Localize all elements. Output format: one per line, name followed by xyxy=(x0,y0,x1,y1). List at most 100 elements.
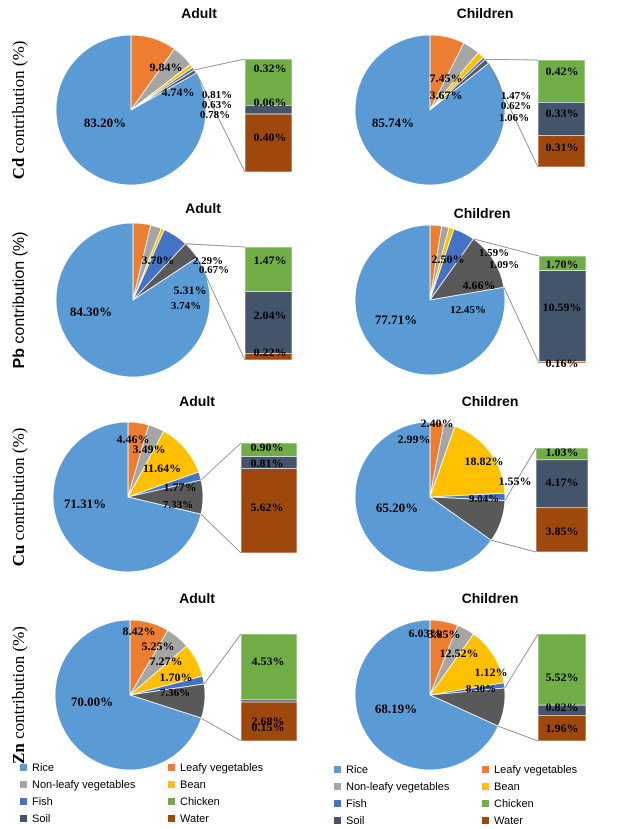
pie-slice-rice xyxy=(354,34,506,186)
panel-title: Adult xyxy=(181,5,217,21)
data-label-bean: 12.52% xyxy=(440,646,479,660)
data-label-soil: 0.82% xyxy=(546,700,579,714)
legend-swatch xyxy=(482,766,489,773)
data-label-rice: 71.31% xyxy=(64,496,106,511)
legend-item-bean: Bean xyxy=(482,781,520,793)
pie-slice-rice xyxy=(55,34,207,186)
legend-label: Chicken xyxy=(494,798,534,810)
legend-item-chicken: Chicken xyxy=(168,796,220,808)
data-label-soil: 0.81% xyxy=(251,456,284,470)
data-label-leafy-vegetables: 8.42% xyxy=(123,624,156,638)
data-label-water: 5.62% xyxy=(251,500,284,514)
data-label-bean: 1.09% xyxy=(489,259,519,271)
data-label-chicken: 1.70% xyxy=(546,257,579,271)
panel-title: Children xyxy=(462,393,519,409)
data-label-leafy-vegetables: 9.84% xyxy=(150,60,183,74)
data-label-rice: 68.19% xyxy=(375,701,417,716)
data-label-chicken: 0.42% xyxy=(546,64,579,78)
legend-label: Water xyxy=(180,813,209,825)
bar-segment-water xyxy=(535,507,589,553)
y-axis-label: Zn contribution (%) xyxy=(9,626,28,764)
legend-label: Bean xyxy=(494,781,520,793)
legend-label: Soil xyxy=(346,815,364,827)
connector-line-top xyxy=(200,442,242,481)
data-label-non-leafy-vegetables: 3.67% xyxy=(430,88,463,102)
bar-segment-water xyxy=(244,353,293,361)
pie-panel-pb-children: Children 77.71% 2.50% 1.59%1.09% 4.66% 1.70% 1… xyxy=(354,205,587,376)
pie-slice-rice xyxy=(55,222,211,378)
pie-panel-cd-adult: Adult Cd contribution (%) 83.20% 9.84% 4.74%… xyxy=(9,5,293,186)
connector-line-top xyxy=(203,633,242,685)
connector-line-top xyxy=(194,58,246,71)
data-label-fish: 1.12% xyxy=(475,665,508,679)
data-label-water: 0.22% xyxy=(254,345,287,359)
bar-segment-water xyxy=(537,715,587,742)
legend-swatch xyxy=(20,764,27,771)
data-label-leafy-vegetables: 6.03% xyxy=(409,626,442,640)
legend-label: Non-leafy vegetables xyxy=(346,781,450,793)
legend-item-soil: Soil xyxy=(20,813,50,825)
data-label-leafy-vegetables: 2.99% xyxy=(398,432,431,446)
y-axis-label: Pb contribution (%) xyxy=(11,232,28,369)
data-label-water: 0.40% xyxy=(254,130,287,144)
pie-panel-zn-children: Children 68.19% 6.03%3.85% 12.52% 1.12% 5.52%… xyxy=(354,590,587,771)
legend-label: Rice xyxy=(32,762,54,774)
connector-line-bottom xyxy=(503,287,540,364)
data-label-rice: 65.20% xyxy=(376,500,418,515)
pie-slice-bean xyxy=(429,633,505,696)
bar-segment-soil xyxy=(240,699,298,703)
panel-title: Adult xyxy=(185,200,221,216)
legend-swatch xyxy=(334,817,341,824)
data-label-chicken: 4.53% xyxy=(252,654,285,668)
legend-label: Chicken xyxy=(180,796,220,808)
data-label-chicken: 5.52% xyxy=(546,670,579,684)
connector-line-bottom xyxy=(201,717,242,742)
y-axis-label-rest: contribution (%) xyxy=(9,626,28,743)
data-label-other: 3.74% xyxy=(171,300,201,312)
bar-segment-soil xyxy=(537,102,586,137)
connector-line-top xyxy=(185,243,246,248)
panel-title: Children xyxy=(454,205,511,221)
data-label-fish: 4.66% xyxy=(463,278,496,292)
data-label-water: 2.68% xyxy=(252,714,285,728)
pie-panel-zn-adult: Adult Zn contribution (%) 70.00% 8.42%5.25%… xyxy=(9,590,298,771)
data-label-bean: 0.67% xyxy=(199,264,229,276)
data-label-water: 0.31% xyxy=(546,140,579,154)
pie-slice-rice xyxy=(54,619,202,771)
pie-slice-rice xyxy=(52,421,202,573)
data-label-chicken: 0.90% xyxy=(251,440,284,454)
panel-title: Children xyxy=(457,5,514,21)
data-label-bean: 18.82% xyxy=(465,454,504,468)
legend-item-soil: Soil xyxy=(334,815,364,827)
y-axis-label: Cd contribution (%) xyxy=(9,41,28,180)
legend-label: Leafy vegetables xyxy=(494,764,578,776)
legend-label: Water xyxy=(494,815,523,827)
bar-segment-chicken xyxy=(244,246,293,292)
connector-line-bottom xyxy=(196,257,246,361)
legend-label: Fish xyxy=(346,798,367,810)
data-label-rice: 70.00% xyxy=(71,694,113,709)
legend-label: Fish xyxy=(32,796,53,808)
data-label-other: 1.06% xyxy=(499,112,529,124)
data-label-fish: 1.55% xyxy=(499,474,532,488)
data-label-water: 1.96% xyxy=(546,721,579,735)
legend-swatch xyxy=(20,798,27,805)
data-label-other: 12.45% xyxy=(450,304,486,316)
connector-line-bottom xyxy=(195,72,246,173)
data-label-non-leafy-vegetables: 3.85% xyxy=(428,627,461,641)
bar-segment-water xyxy=(537,135,586,168)
legend-swatch xyxy=(482,817,489,824)
bar-segment-chicken xyxy=(537,633,587,706)
data-label-fish: 0.62% xyxy=(501,100,531,112)
connector-line-top xyxy=(504,447,537,501)
connector-line-bottom xyxy=(488,63,539,168)
data-label-soil: 0.15% xyxy=(252,720,285,734)
legend-left: Rice Leafy vegetables Non-leafy vegetables… xyxy=(20,762,264,825)
legend-item-leafy-vegetables: Leafy vegetables xyxy=(482,764,578,776)
data-label-leafy-vegetables: 7.45% xyxy=(430,71,463,85)
y-axis-label-element: Cu xyxy=(9,545,28,567)
pie-panel-cd-children: Children 85.74% 7.45% 3.67% 1.47%0.62% 0.42% 0… xyxy=(354,5,586,186)
data-label-fish: 1.70% xyxy=(160,670,193,684)
data-label-rice: 83.20% xyxy=(84,115,126,130)
data-label-fish: 5.31% xyxy=(174,283,207,297)
